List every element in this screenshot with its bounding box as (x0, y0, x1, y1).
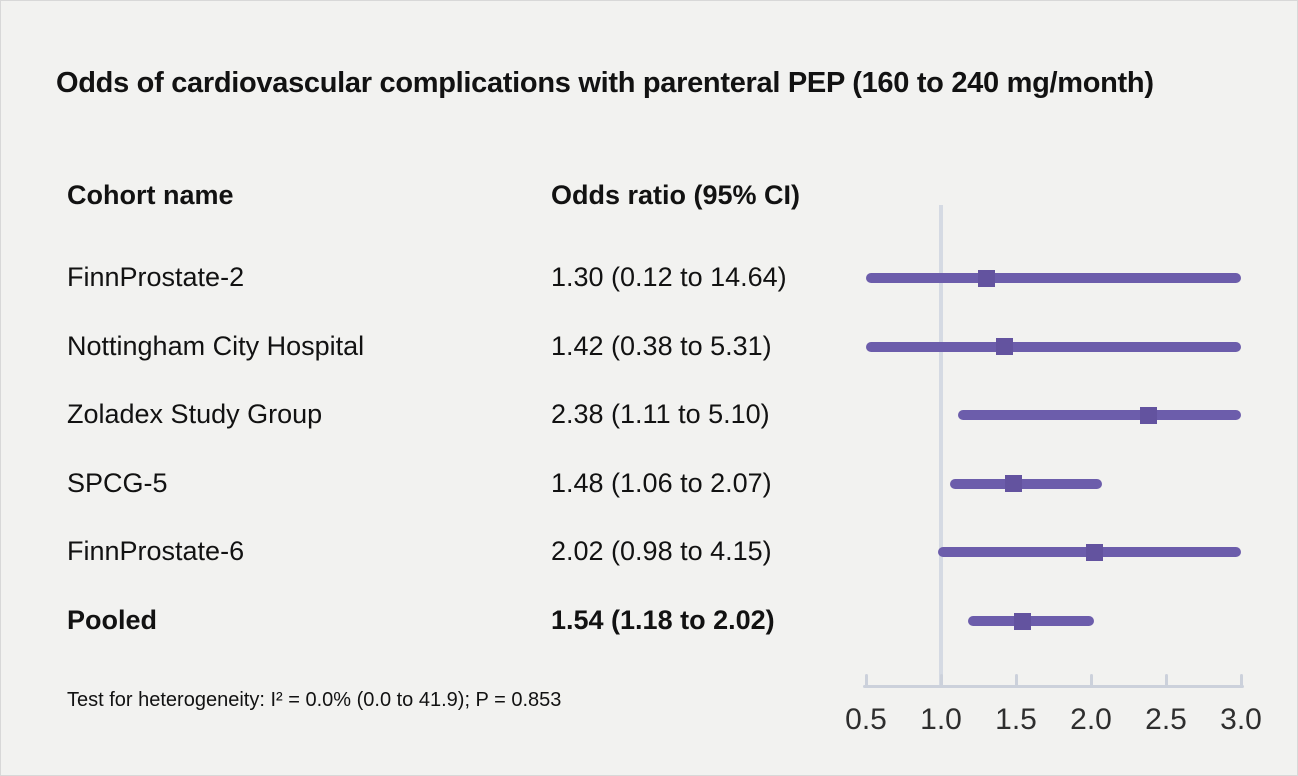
confidence-interval-line (866, 341, 1241, 352)
x-axis-tick (1239, 674, 1243, 687)
odds-ratio-value: 1.54 (1.18 to 2.02) (551, 605, 775, 635)
reference-line-1.0 (939, 205, 943, 688)
x-axis-tick-label: 2.0 (1070, 703, 1112, 736)
x-axis-tick (864, 674, 868, 687)
cohort-label: Nottingham City Hospital (67, 330, 365, 361)
x-axis-tick-label: 3.0 (1220, 703, 1262, 736)
cohort-label: SPCG-5 (67, 467, 168, 498)
point-estimate-marker (1004, 475, 1022, 493)
point-estimate-marker (995, 338, 1013, 356)
chart-title: Odds of cardiovascular complications wit… (56, 67, 1154, 99)
cohort-label: Pooled (67, 605, 158, 635)
odds-ratio-value: 1.42 (0.38 to 5.31) (551, 330, 772, 361)
x-axis-tick (939, 674, 943, 687)
x-axis-baseline (863, 685, 1244, 688)
confidence-interval-line (968, 616, 1094, 626)
point-estimate-marker (1013, 612, 1031, 630)
cohort-label: Zoladex Study Group (67, 399, 323, 430)
odds-ratio-value: 1.48 (1.06 to 2.07) (551, 467, 772, 498)
cohort-label: FinnProstate-2 (67, 262, 245, 292)
column-header-cohort: Cohort name (67, 180, 234, 210)
x-axis-tick (1164, 674, 1168, 687)
column-header-odds-ratio: Odds ratio (95% CI) (551, 180, 801, 210)
odds-ratio-value: 1.30 (0.12 to 14.64) (551, 262, 787, 292)
confidence-interval-line (866, 273, 1241, 283)
confidence-interval-line (950, 478, 1102, 489)
point-estimate-marker (1139, 406, 1157, 424)
x-axis-tick-label: 0.5 (845, 703, 887, 736)
confidence-interval-line (957, 410, 1241, 421)
odds-ratio-value: 2.38 (1.11 to 5.10) (551, 399, 770, 430)
x-axis-tick (1089, 674, 1093, 687)
x-axis-tick-label: 1.5 (995, 703, 1037, 736)
odds-ratio-value: 2.02 (0.98 to 4.15) (551, 536, 772, 567)
x-axis-tick-label: 1.0 (920, 703, 962, 736)
x-axis-tick (1014, 674, 1018, 687)
cohort-label: FinnProstate-6 (67, 536, 245, 567)
x-axis-tick-label: 2.5 (1145, 703, 1187, 736)
point-estimate-marker (977, 269, 995, 287)
point-estimate-marker (1085, 543, 1103, 561)
heterogeneity-note: Test for heterogeneity: I² = 0.0% (0.0 t… (67, 689, 562, 711)
